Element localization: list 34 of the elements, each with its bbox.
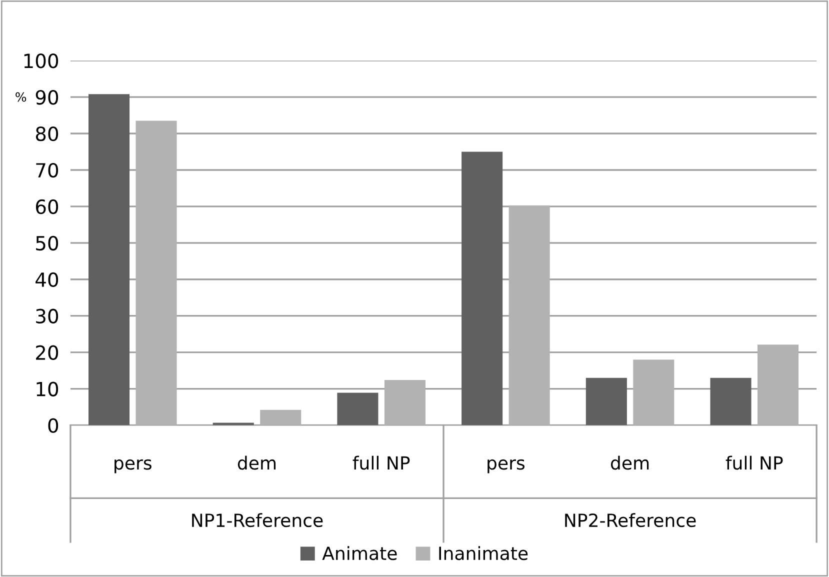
bar	[462, 152, 503, 426]
x-tick-label: pers	[488, 459, 525, 474]
x-tick-label: dem	[238, 456, 276, 470]
legend-label: Animate	[322, 546, 397, 560]
y-tick-label: 80	[36, 126, 58, 142]
y-tick-label: 100	[24, 54, 58, 68]
x-tick-label: full NP	[352, 456, 410, 470]
bar	[337, 392, 378, 426]
y-tick-label: 60	[36, 199, 58, 214]
bar	[508, 205, 550, 426]
y-tick-label: 30	[36, 308, 58, 324]
y-axis-title: %	[16, 92, 26, 102]
bar	[212, 422, 254, 426]
y-tick-label: 90	[36, 90, 58, 105]
bar	[260, 410, 302, 426]
legend-label: Inanimate	[439, 546, 528, 560]
bar	[710, 378, 752, 426]
bar	[633, 360, 674, 426]
y-tick-label: 70	[36, 162, 58, 178]
y-tick-label: 40	[36, 272, 58, 288]
y-tick-label: 0	[48, 418, 58, 433]
y-tick-label: 20	[36, 345, 58, 360]
bar	[88, 94, 130, 426]
text: NP2-Reference	[565, 513, 696, 528]
bar	[586, 378, 627, 426]
x-tick-label: dem	[610, 456, 649, 470]
text: NP1-Reference	[192, 513, 323, 528]
y-tick-label: 10	[36, 382, 58, 396]
x-tick-label: full NP	[726, 456, 783, 470]
y-tick-label: 50	[36, 236, 58, 251]
x-tick-label: pers	[114, 459, 152, 474]
bar	[384, 380, 426, 426]
bar	[758, 344, 799, 426]
bar	[136, 120, 177, 426]
